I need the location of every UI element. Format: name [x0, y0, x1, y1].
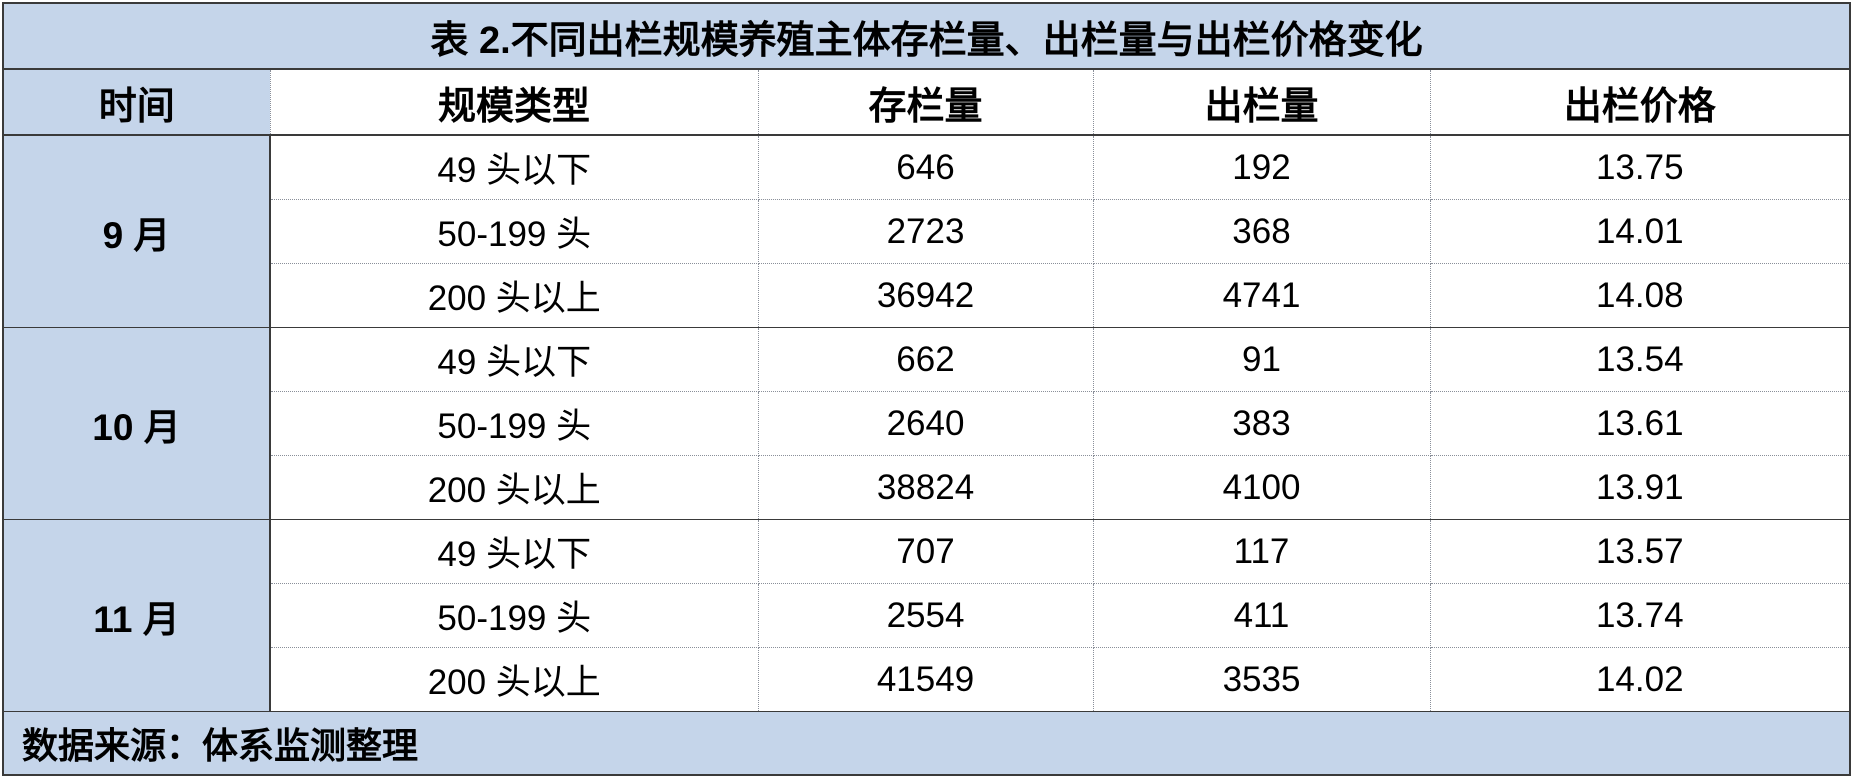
scale-type-cell: 49 头以下 [269, 519, 759, 584]
price-cell: 13.91 [1429, 455, 1851, 520]
output-cell: 117 [1092, 519, 1431, 584]
price-cell: 13.75 [1429, 134, 1851, 200]
scale-type-cell: 50-199 头 [269, 199, 759, 264]
header-type: 规模类型 [269, 68, 759, 136]
price-cell: 14.08 [1429, 263, 1851, 328]
table-row: 50-199 头 2723 368 14.01 [3, 199, 1851, 264]
scale-type-cell: 50-199 头 [269, 583, 759, 648]
stock-cell: 38824 [757, 455, 1094, 520]
price-cell: 13.74 [1429, 583, 1851, 648]
price-cell: 13.57 [1429, 519, 1851, 584]
output-cell: 368 [1092, 199, 1431, 264]
output-cell: 4741 [1092, 263, 1431, 328]
table-row: 50-199 头 2640 383 13.61 [3, 391, 1851, 456]
month-cell: 10 月 [2, 327, 271, 520]
price-cell: 13.61 [1429, 391, 1851, 456]
scale-type-cell: 50-199 头 [269, 391, 759, 456]
scale-type-cell: 49 头以下 [269, 134, 759, 200]
price-cell: 13.54 [1429, 327, 1851, 392]
table-row: 11 月 49 头以下 707 117 13.57 [2, 519, 1851, 712]
stock-cell: 2554 [757, 583, 1094, 648]
table-title: 表 2.不同出栏规模养殖主体存栏量、出栏量与出栏价格变化 [2, 2, 1851, 70]
scale-type-cell: 200 头以上 [269, 455, 759, 520]
stock-cell: 41549 [757, 647, 1094, 712]
table-row: 200 头以上 41549 3535 14.02 [3, 647, 1851, 712]
output-cell: 3535 [1092, 647, 1431, 712]
output-cell: 4100 [1092, 455, 1431, 520]
table-row: 50-199 头 2554 411 13.74 [3, 583, 1851, 648]
scale-type-cell: 200 头以上 [269, 647, 759, 712]
stock-cell: 646 [757, 134, 1094, 200]
stock-cell: 36942 [757, 263, 1094, 328]
output-cell: 383 [1092, 391, 1431, 456]
table-row: 9 月 49 头以下 646 192 13.75 [2, 134, 1851, 328]
price-cell: 14.01 [1429, 199, 1851, 264]
header-price: 出栏价格 [1429, 68, 1851, 136]
table-row: 200 头以上 36942 4741 14.08 [3, 263, 1851, 328]
table-row: 10 月 49 头以下 662 91 13.54 [2, 327, 1851, 520]
header-stock: 存栏量 [757, 68, 1094, 136]
scale-type-cell: 49 头以下 [269, 327, 759, 392]
stock-cell: 2723 [757, 199, 1094, 264]
table-row: 200 头以上 38824 4100 13.91 [3, 455, 1851, 520]
price-cell: 14.02 [1429, 647, 1851, 712]
stock-cell: 662 [757, 327, 1094, 392]
output-cell: 91 [1092, 327, 1431, 392]
source-note: 数据来源：体系监测整理 [2, 711, 1851, 776]
month-cell: 9 月 [2, 134, 271, 328]
stock-cell: 707 [757, 519, 1094, 584]
scale-type-cell: 200 头以上 [269, 263, 759, 328]
output-cell: 192 [1092, 134, 1431, 200]
stock-cell: 2640 [757, 391, 1094, 456]
output-cell: 411 [1092, 583, 1431, 648]
header-output: 出栏量 [1092, 68, 1431, 136]
month-cell: 11 月 [2, 519, 271, 712]
header-time: 时间 [2, 68, 271, 136]
